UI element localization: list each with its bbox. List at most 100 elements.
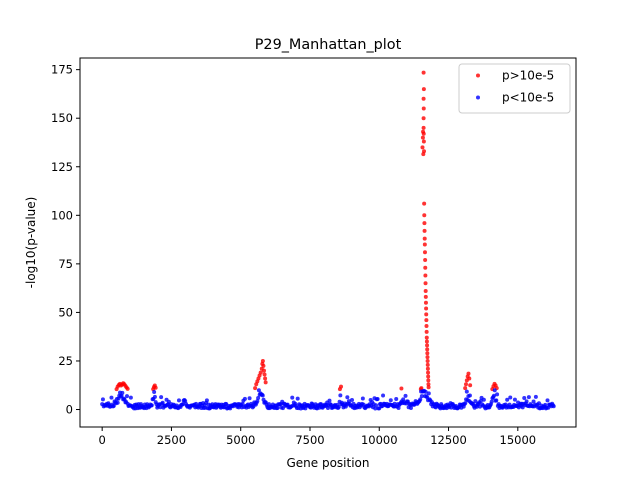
y-tick-label: 0 [66,403,73,417]
legend-box [458,63,571,114]
significant-point [422,242,427,247]
background-point [260,393,265,398]
significant-point [263,376,268,381]
significant-point [253,386,258,391]
significant-point [125,386,130,391]
significant-point [421,116,426,121]
x-tick-label: 7500 [295,433,324,447]
background-point [545,398,550,403]
significant-point [423,294,428,299]
background-point [394,397,399,402]
significant-point [425,343,430,348]
significant-point [423,257,428,262]
significant-point [424,335,429,340]
significant-point [421,106,426,111]
chart-title: P29_Manhattan_plot [255,37,402,53]
background-point [290,395,295,400]
significant-point [423,273,428,278]
background-point [345,395,350,400]
plot-frame [79,57,577,428]
significant-point [463,382,468,387]
background-point [418,397,423,402]
significant-point [468,383,473,388]
significant-point [420,145,425,150]
background-point [204,398,209,403]
y-axis-label: -log10(p-value) [24,197,38,289]
background-point [551,404,556,409]
significant-point [262,372,267,377]
background-point [338,393,343,398]
background-point [152,394,157,399]
x-axis-label: Gene position [286,456,369,470]
background-point [464,389,469,394]
significant-point [422,213,427,218]
significant-point [261,368,266,373]
significant-point [153,385,158,390]
background-point [111,403,116,408]
significant-point [421,125,426,130]
background-point [495,392,500,397]
y-tick-label: 75 [58,257,73,271]
background-point [115,400,120,405]
background-point [491,393,496,398]
significant-point [422,201,427,206]
background-point [240,401,245,406]
significant-point [421,131,426,136]
significant-point [426,382,431,387]
background-point [489,399,494,404]
y-axis: 0 25 50 75 100 125 150 175 [51,63,80,417]
background-point [159,395,164,400]
background-point [180,402,185,407]
significant-point [422,149,427,154]
significant-point [422,250,427,255]
legend-label-red: p>10e-5 [502,69,554,83]
background-point [247,396,252,401]
significant-point [261,363,266,368]
x-tick-label: 2500 [157,433,186,447]
significant-point [420,135,425,140]
significant-point [466,371,471,376]
background-point [526,395,531,400]
background-point [149,403,154,408]
background-point [360,396,365,401]
significant-point [422,221,427,226]
significant-point [424,329,429,334]
background-point [419,394,424,399]
background-point [160,400,165,405]
background-point [492,388,497,393]
background-point [100,397,105,402]
background-point [473,399,478,404]
legend-marker-blue [476,95,480,100]
background-point [256,396,261,401]
background-point [403,393,408,398]
y-tick-label: 150 [51,111,73,125]
y-tick-label: 100 [51,208,73,222]
legend-marker-red [476,73,480,78]
background-point [508,395,513,400]
significant-point [424,312,429,317]
significant-point [425,355,430,360]
background-point [522,396,527,401]
background-point [423,389,428,394]
background-point [176,398,181,403]
background-point [336,405,341,409]
significant-point [399,386,404,391]
y-tick-label: 125 [51,160,73,174]
significant-point [426,378,431,383]
background-point [533,394,538,399]
background-point [467,393,472,398]
y-tick-label: 25 [58,354,73,368]
x-axis: 0 2500 5000 7500 10000 12500 15000 [99,427,536,447]
points-layer [100,70,556,411]
background-point [373,406,378,411]
significant-point [423,300,428,305]
y-tick-label: 175 [51,63,73,77]
significant-point [424,318,429,323]
significant-point [423,289,428,294]
legend-label-blue: p<10e-5 [502,91,554,105]
background-point [109,395,114,400]
background-point [119,393,124,398]
significant-point [425,351,430,356]
background-point [481,397,486,402]
